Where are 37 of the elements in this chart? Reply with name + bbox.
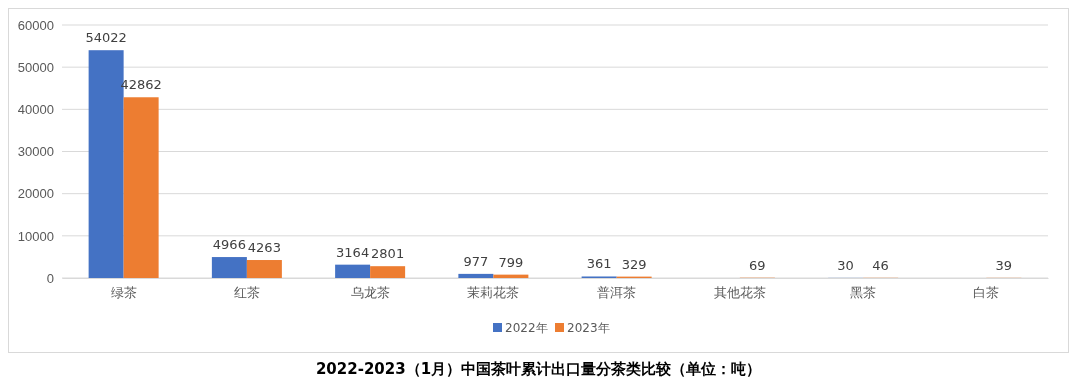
data-label: 2801: [371, 246, 405, 262]
data-label: 54022: [85, 30, 127, 46]
data-label: 30: [837, 257, 854, 273]
data-label: 4263: [247, 240, 281, 256]
y-tick-label: 60000: [17, 17, 54, 33]
y-tick-label: 10000: [17, 228, 54, 244]
x-tick-label: 乌龙茶: [350, 285, 390, 301]
x-tick-label: 普洱茶: [597, 285, 637, 301]
data-label: 329: [621, 256, 647, 272]
data-label: 39: [995, 257, 1013, 273]
data-label: 361: [586, 256, 612, 272]
bar: [211, 257, 247, 278]
bar: [335, 264, 371, 278]
x-tick-label: 其他花茶: [713, 285, 766, 301]
y-tick-label: 30000: [17, 144, 54, 160]
x-tick-label: 白茶: [973, 285, 1000, 301]
x-tick-label: 黑茶: [850, 285, 877, 301]
y-tick-label: 20000: [17, 186, 54, 202]
data-label: 46: [872, 257, 889, 273]
bar: [246, 260, 282, 278]
bar: [123, 97, 159, 278]
legend-label: 2022年: [505, 321, 548, 335]
y-tick-label: 0: [46, 270, 54, 286]
x-tick-label: 红茶: [233, 285, 260, 301]
data-label: 4966: [212, 237, 246, 253]
y-tick-label: 40000: [17, 101, 54, 117]
data-label: 799: [498, 254, 524, 270]
legend-label: 2023年: [567, 321, 610, 335]
y-tick-label: 50000: [17, 59, 54, 75]
bar: [458, 273, 494, 278]
text: 2022-2023（1月）中国茶叶累计出口量分茶类比较（单位：吨）: [315, 360, 762, 378]
bar: [370, 266, 406, 278]
x-tick-label: 茉莉花茶: [467, 285, 520, 301]
data-label: 977: [463, 253, 489, 269]
x-tick-label: 绿茶: [110, 285, 137, 301]
data-label: 69: [749, 257, 766, 273]
data-label: 3164: [336, 244, 370, 260]
